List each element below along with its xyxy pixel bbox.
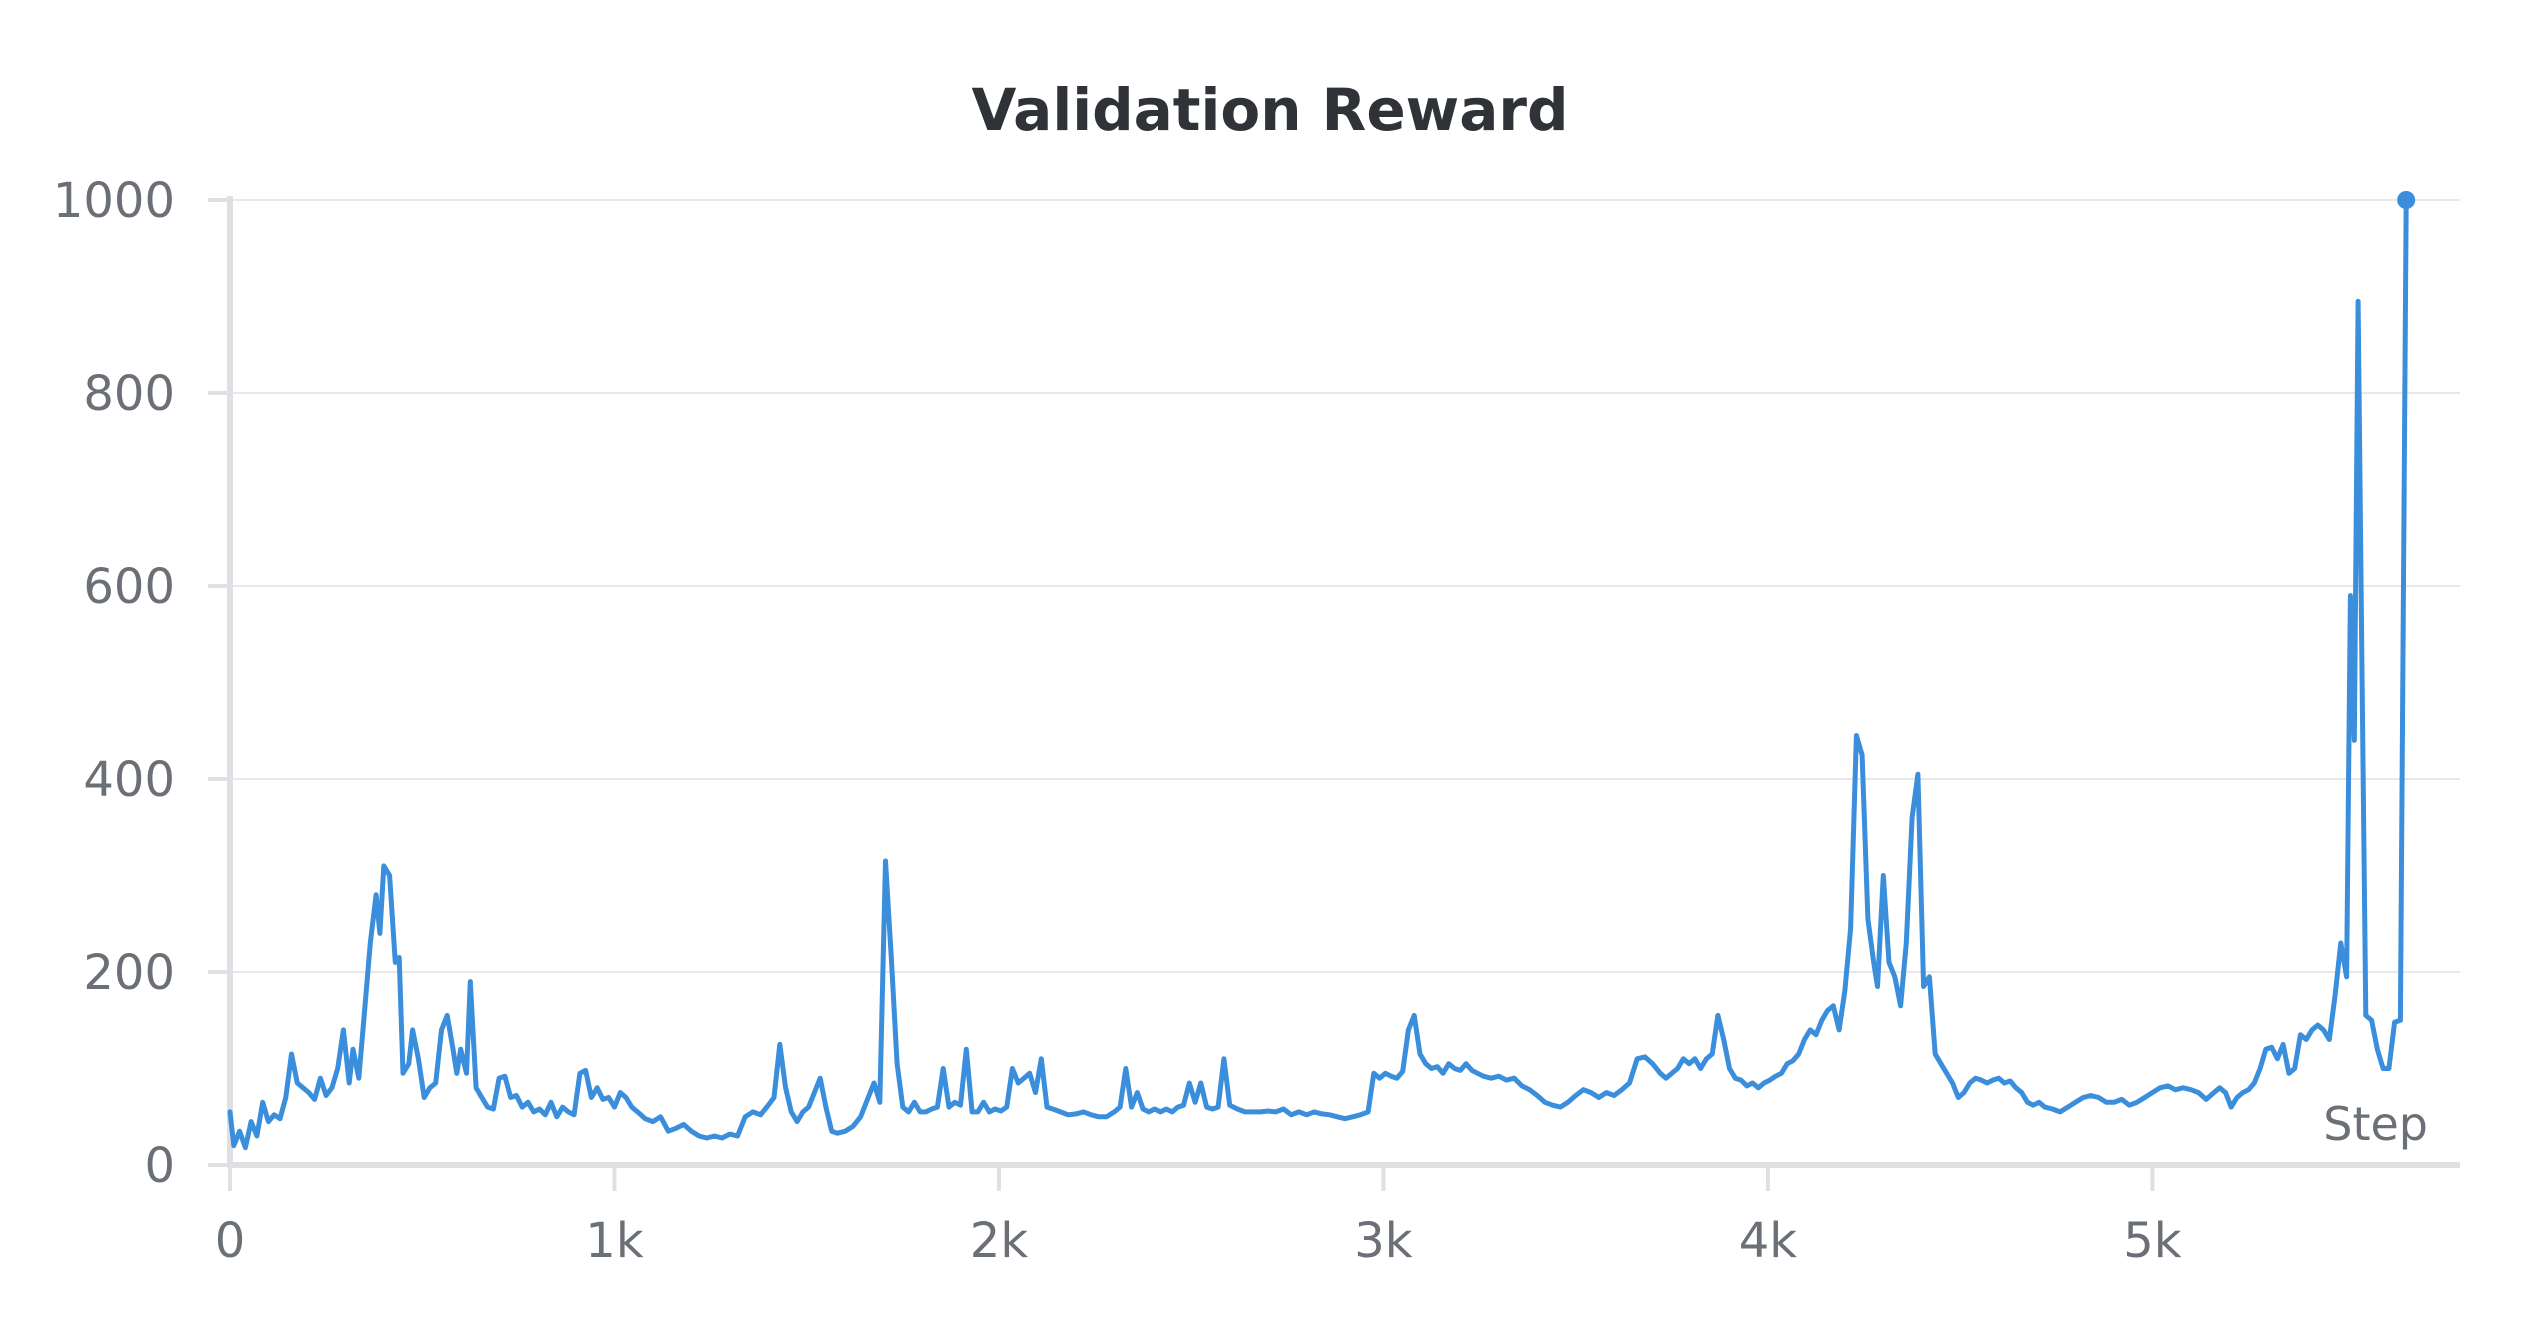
x-axis-ticks: 0 1k 2k 3k 4k 5k (215, 1165, 2182, 1269)
y-tick-label: 800 (83, 366, 175, 422)
last-point-marker (2397, 191, 2416, 209)
x-tick-label: 2k (970, 1213, 1029, 1269)
y-tick-label: 600 (83, 559, 175, 615)
x-tick-label: 1k (585, 1213, 644, 1269)
y-tick-label: 1000 (53, 173, 175, 229)
axes (227, 196, 2460, 1168)
series-line (227, 197, 2409, 1151)
y-axis-ticks: 0 200 400 600 800 1000 (53, 173, 230, 1194)
x-tick-label: 3k (1354, 1213, 1413, 1269)
chart-title: Validation Reward (971, 76, 1568, 144)
gridlines (230, 199, 2460, 973)
x-tick-label: 0 (215, 1213, 246, 1269)
y-tick-label: 400 (83, 752, 175, 808)
x-axis-label: Step (2323, 1097, 2428, 1151)
y-tick-label: 0 (144, 1138, 175, 1194)
x-tick-label: 4k (1739, 1213, 1798, 1269)
series-layer (227, 191, 2416, 1151)
x-tick-label: 5k (2123, 1213, 2182, 1269)
y-tick-label: 200 (83, 945, 175, 1001)
